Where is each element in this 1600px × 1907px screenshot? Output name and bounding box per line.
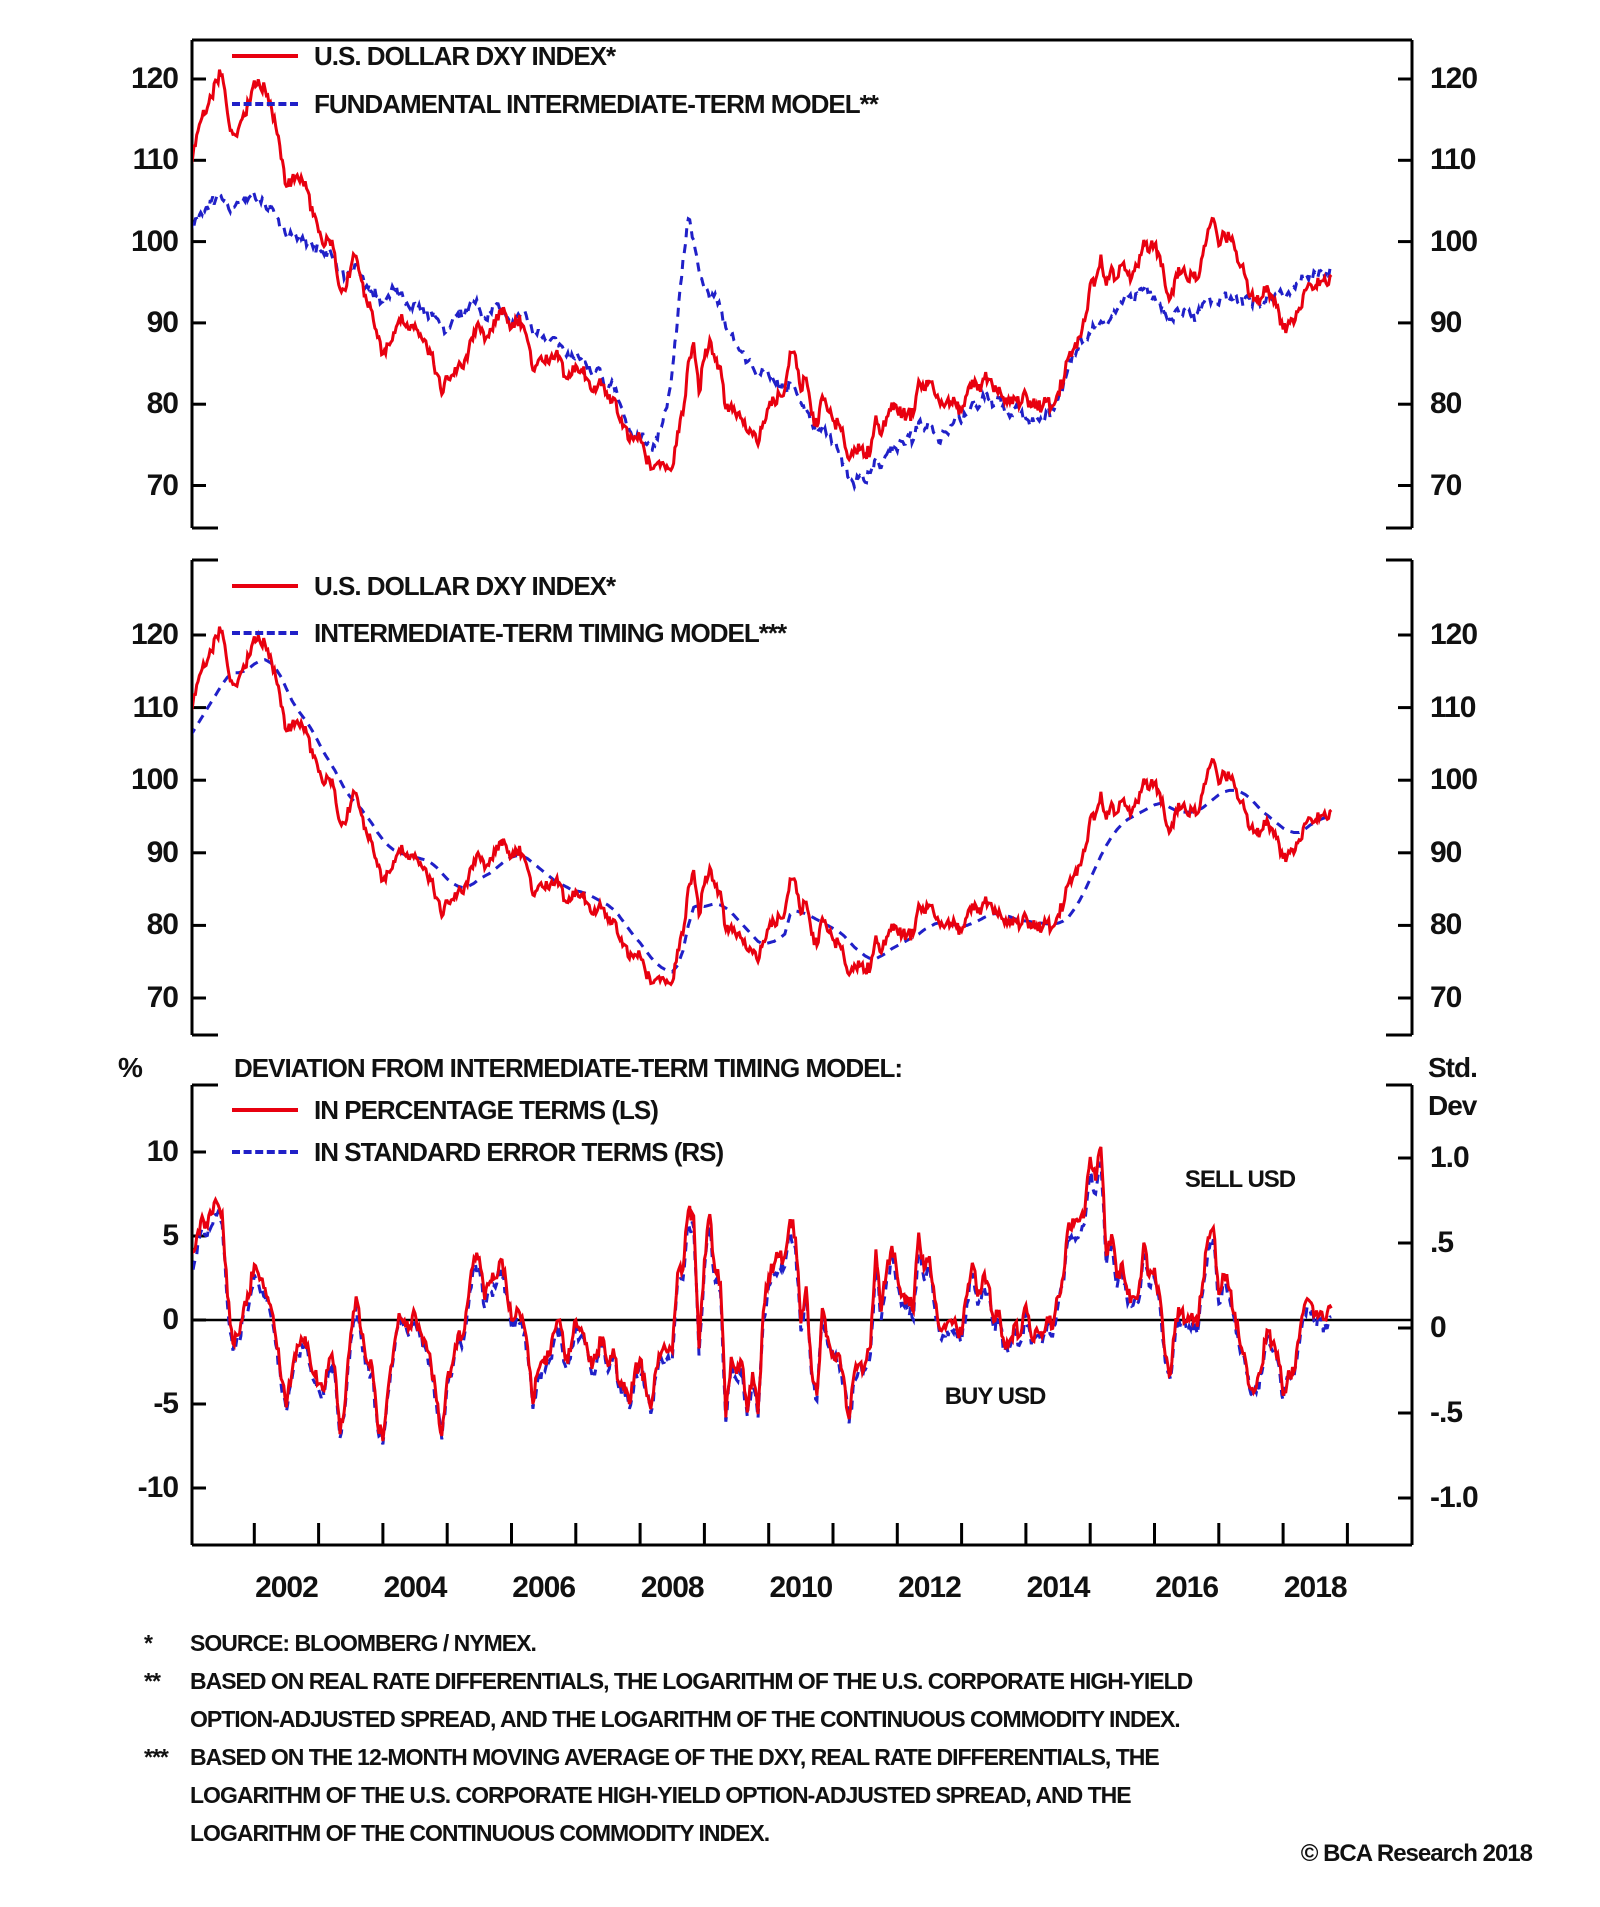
panel1-legend-dxy-label: U.S. DOLLAR DXY INDEX* xyxy=(314,41,616,71)
panel3-legend-title-row: DEVIATION FROM INTERMEDIATE-TERM TIMING … xyxy=(234,1049,903,1087)
red-solid-line-sample xyxy=(232,1108,298,1112)
panel2-y-tick-label-right: 100 xyxy=(1430,763,1478,797)
x-tick-label: 2010 xyxy=(769,1571,833,1604)
footnote-marker: * xyxy=(144,1630,153,1656)
panel3-legend-row-pct: IN PERCENTAGE TERMS (LS) xyxy=(232,1091,659,1129)
panel1-y-tick-label-left: 120 xyxy=(130,62,179,95)
panel2-y-tick-label-right: 120 xyxy=(1430,618,1478,651)
panel3-left-tick-label: -5 xyxy=(153,1387,179,1420)
panel1-y-tick-label-left: 100 xyxy=(130,224,179,258)
red-solid-line-sample xyxy=(232,54,298,58)
panel3-left-tick-label: -10 xyxy=(137,1471,179,1504)
blue-dashed-line-sample xyxy=(232,631,298,635)
panel2-legend-row-model: INTERMEDIATE-TERM TIMING MODEL*** xyxy=(232,613,787,653)
panel3-right-tick-label: .5 xyxy=(1430,1226,1454,1259)
panel2-legend-row-dxy: U.S. DOLLAR DXY INDEX* xyxy=(232,566,616,606)
panel1-y-tick-label-right: 120 xyxy=(1430,62,1478,95)
panel3-legend-title: DEVIATION FROM INTERMEDIATE-TERM TIMING … xyxy=(234,1053,903,1083)
panel3-right-tick-label: -.5 xyxy=(1430,1396,1463,1429)
panel3-right-tick-label: 0 xyxy=(1430,1311,1447,1344)
panel2-y-tick-label-right: 110 xyxy=(1430,690,1476,724)
panel3-left-tick-label: 0 xyxy=(162,1303,179,1336)
footnote-line: OPTION-ADJUSTED SPREAD, AND THE LOGARITH… xyxy=(190,1706,1181,1732)
panel1-legend-row-model: FUNDAMENTAL INTERMEDIATE-TERM MODEL** xyxy=(232,84,879,124)
blue-dashed-line-sample xyxy=(232,1150,298,1154)
x-tick-label: 2006 xyxy=(512,1571,576,1604)
panel1-y-tick-label-right: 70 xyxy=(1430,468,1462,502)
x-tick-label: 2014 xyxy=(1026,1571,1091,1604)
series-dxy-panel1 xyxy=(193,69,1333,474)
panel3-legend-stderr-label: IN STANDARD ERROR TERMS (RS) xyxy=(314,1137,724,1167)
panel2-legend-model-label: INTERMEDIATE-TERM TIMING MODEL*** xyxy=(314,618,787,648)
x-tick-label: 2002 xyxy=(255,1571,319,1604)
panel1-y-tick-label-right: 80 xyxy=(1430,387,1462,421)
panel1-legend-row-dxy: U.S. DOLLAR DXY INDEX* xyxy=(232,36,616,76)
footnote-line: BASED ON THE 12-MONTH MOVING AVERAGE OF … xyxy=(190,1744,1160,1770)
panel1-y-tick-label-right: 90 xyxy=(1430,305,1462,339)
x-tick-label: 2012 xyxy=(898,1571,962,1604)
panel2-y-tick-label-left: 100 xyxy=(130,763,179,797)
panel2-y-tick-label-left: 120 xyxy=(130,618,179,651)
panel1-y-tick-label-left: 110 xyxy=(132,143,179,177)
panel1-y-tick-label-left: 80 xyxy=(146,387,179,421)
panel3-legend-pct-label: IN PERCENTAGE TERMS (LS) xyxy=(314,1095,659,1125)
sell-usd-annotation: SELL USD xyxy=(1184,1166,1296,1193)
series-deviation-pct xyxy=(193,1146,1333,1442)
footnote-marker: ** xyxy=(144,1668,161,1694)
panel1-y-tick-label-right: 100 xyxy=(1430,224,1478,258)
x-tick-label: 2008 xyxy=(640,1571,705,1604)
panel3-right-tick-label: 1.0 xyxy=(1430,1141,1470,1174)
panel3-legend-stderr-row: IN STANDARD ERROR TERMS (RS) xyxy=(232,1133,724,1171)
right-axis-std-unit-line2: Dev xyxy=(1428,1090,1477,1121)
footnote-marker: *** xyxy=(144,1744,169,1770)
panel3-right-tick-label: -1.0 xyxy=(1430,1481,1479,1514)
series-timing-model xyxy=(193,658,1332,974)
panel2-y-tick-label-left: 70 xyxy=(146,981,179,1014)
panel3-left-tick-label: 5 xyxy=(162,1219,179,1252)
footnote-line: LOGARITHM OF THE U.S. CORPORATE HIGH-YIE… xyxy=(190,1782,1132,1808)
panel2-y-tick-label-left: 90 xyxy=(146,835,179,869)
panel2-y-tick-label-right: 80 xyxy=(1430,908,1462,942)
copyright-text: © BCA Research 2018 xyxy=(1300,1840,1533,1867)
red-solid-line-sample xyxy=(232,584,298,588)
series-dxy-panel2 xyxy=(193,626,1333,987)
left-axis-percent-unit: % xyxy=(118,1052,143,1083)
footnote-line: SOURCE: BLOOMBERG / NYMEX. xyxy=(190,1630,537,1656)
footnote-line: LOGARITHM OF THE CONTINUOUS COMMODITY IN… xyxy=(190,1820,770,1846)
panel2-y-tick-label-left: 80 xyxy=(146,908,179,942)
blue-dashed-line-sample xyxy=(232,102,298,106)
panel2-y-tick-label-right: 70 xyxy=(1430,981,1462,1014)
panel1-y-tick-label-left: 90 xyxy=(146,305,179,339)
right-axis-std-unit-line1: Std. xyxy=(1428,1052,1478,1083)
panel2-legend-dxy-label: U.S. DOLLAR DXY INDEX* xyxy=(314,571,616,601)
series-fundamental-model xyxy=(193,186,1333,493)
x-tick-label: 2018 xyxy=(1283,1571,1348,1604)
x-tick-label: 2016 xyxy=(1155,1571,1219,1604)
panel1-legend-model-label: FUNDAMENTAL INTERMEDIATE-TERM MODEL** xyxy=(314,89,879,119)
panel2-y-tick-label-right: 90 xyxy=(1430,835,1462,869)
panel1-y-tick-label-right: 110 xyxy=(1430,143,1476,177)
x-tick-label: 2004 xyxy=(383,1571,448,1604)
panel2-y-tick-label-left: 110 xyxy=(132,690,179,724)
buy-usd-annotation: BUY USD xyxy=(944,1383,1047,1410)
panel3-left-tick-label: 10 xyxy=(146,1135,179,1168)
panel1-y-tick-label-left: 70 xyxy=(146,468,179,502)
footnote-line: BASED ON REAL RATE DIFFERENTIALS, THE LO… xyxy=(190,1668,1193,1694)
